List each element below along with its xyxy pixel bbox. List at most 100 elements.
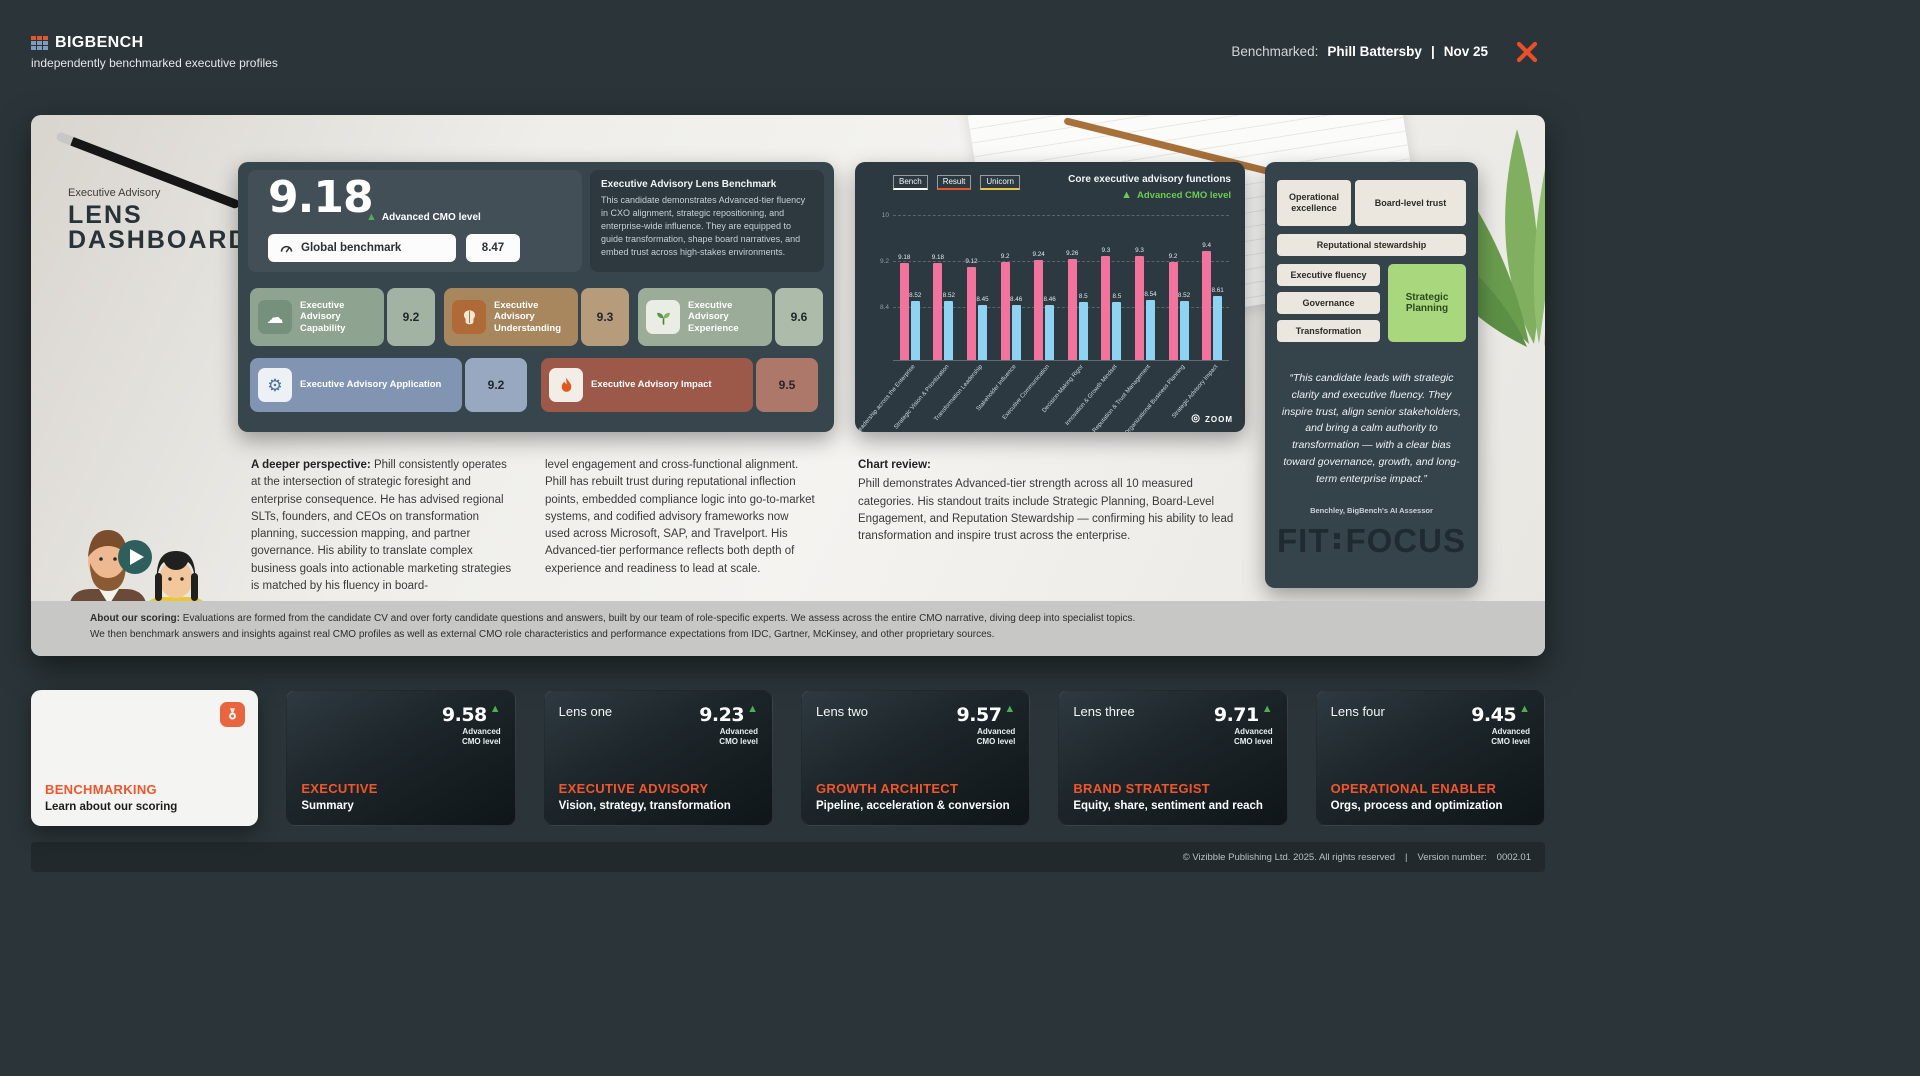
watermark-dots bbox=[1334, 533, 1341, 549]
scoring-note-line2: We then benchmark answers and insights a… bbox=[90, 628, 995, 640]
lens-card-growth-architect[interactable]: Lens two 9.57 ▲ Advanced CMO level GROWT… bbox=[800, 690, 1031, 826]
chart-bar-value: 8.52 bbox=[909, 292, 922, 300]
chart-panel: Bench Result Unicorn Core executive advi… bbox=[855, 162, 1245, 432]
tile-understanding: Executive Advisory Understanding 9.3 bbox=[444, 288, 629, 346]
zoom-button[interactable]: ◎ ZOOM bbox=[1191, 414, 1233, 424]
chart-bar-value: 8.52 bbox=[1177, 292, 1191, 300]
chart-bar-value: 9.4 bbox=[1202, 241, 1212, 249]
chart-bar-group: 9.18 8.52 bbox=[898, 216, 922, 360]
chart-bar-value: 9.18 bbox=[898, 254, 911, 262]
tile-capability: ☁ Executive Advisory Capability 9.2 bbox=[250, 288, 435, 346]
lens-card-executive[interactable]: 9.58 ▲ Advanced CMO level EXECUTIVE Summ… bbox=[286, 690, 516, 826]
tile-score: 9.2 bbox=[387, 288, 435, 346]
perspective-column-2: level engagement and cross-functional al… bbox=[545, 457, 815, 578]
chart-bar-value: 8.54 bbox=[1144, 291, 1157, 299]
tile-experience: Executive Advisory Experience 9.6 bbox=[638, 288, 823, 346]
score-panel: 9.18 ▲ Advanced CMO level Global benchma… bbox=[238, 162, 834, 432]
tile-score: 9.5 bbox=[756, 358, 818, 412]
lens-level: Advanced CMO level bbox=[1491, 727, 1530, 747]
trait-tag: Executive fluency bbox=[1277, 264, 1380, 286]
chart-bar-group: 9.12 8.45 bbox=[965, 216, 989, 360]
card-subtitle: Orgs, process and optimization bbox=[1330, 800, 1503, 812]
card-title: OPERATIONAL ENABLER bbox=[1330, 781, 1497, 796]
lens-card-brand-strategist[interactable]: Lens three 9.71 ▲ Advanced CMO level BRA… bbox=[1058, 690, 1288, 826]
global-benchmark-bar: Global benchmark bbox=[268, 234, 456, 262]
chart-legend: ▲ Advanced CMO level bbox=[1121, 189, 1231, 202]
footer-divider: | bbox=[1405, 851, 1408, 863]
chart-bar-value: 8.52 bbox=[942, 292, 956, 300]
card-title: EXECUTIVE bbox=[301, 781, 378, 796]
chart-bar bbox=[1011, 304, 1021, 360]
lens-dashboard-logo: Executive Advisory LENS DASHBOARD bbox=[68, 187, 249, 253]
chart-bar-group: 9.3 8.54 bbox=[1134, 216, 1157, 360]
chart-bar bbox=[944, 301, 954, 360]
lens-score: 9.23 bbox=[699, 704, 745, 726]
chart-bar bbox=[1145, 300, 1155, 360]
lens-score: 9.57 bbox=[956, 704, 1002, 726]
lens-label: Lens two bbox=[815, 704, 869, 719]
lens-level: Advanced CMO level bbox=[719, 727, 758, 747]
perspective-text-1: Phill consistently operates at the inter… bbox=[251, 459, 512, 592]
chart-review-column: Chart review: Phill demonstrates Advance… bbox=[858, 457, 1238, 545]
chart-bar bbox=[977, 305, 987, 360]
lens-logo-line1: LENS bbox=[68, 201, 143, 229]
chart-bar-value: 8.46 bbox=[1009, 295, 1023, 303]
card-subtitle: Equity, share, sentiment and reach bbox=[1073, 800, 1263, 812]
footer: © Vizibble Publishing Ltd. 2025. All rig… bbox=[31, 842, 1545, 872]
tile-score: 9.3 bbox=[581, 288, 629, 346]
chart-ytick-label: 10 bbox=[881, 212, 889, 219]
card-title: GROWTH ARCHITECT bbox=[815, 781, 959, 796]
global-benchmark-value: 8.47 bbox=[466, 234, 520, 262]
tile-box: Executive Advisory Experience bbox=[638, 288, 772, 346]
chart-plot: 8.4 9.2 10 9.18 8.52 9.18 8.52 9.12 8.45 9.2 8.46 9… bbox=[880, 212, 1229, 361]
chart-ytick-label: 9.2 bbox=[879, 258, 889, 266]
tab-result[interactable]: Result bbox=[936, 175, 972, 190]
tab-bench[interactable]: Bench bbox=[893, 175, 928, 190]
play-button[interactable] bbox=[118, 540, 152, 574]
lens-label: Lens three bbox=[1073, 704, 1135, 719]
brand-block: BIGBENCH independently benchmarked execu… bbox=[31, 34, 278, 70]
chart-bar bbox=[1202, 250, 1212, 360]
tab-unicorn[interactable]: Unicorn bbox=[980, 175, 1020, 190]
summary-text: This candidate demonstrates Advanced-tie… bbox=[601, 195, 806, 258]
chart-bar-group: 9.3 8.5 bbox=[1101, 216, 1122, 360]
up-triangle-icon: ▲ bbox=[1261, 703, 1273, 715]
lens-score: 9.45 bbox=[1471, 704, 1517, 726]
tile-box: Executive Advisory Understanding bbox=[444, 288, 578, 346]
lens-label: Lens four bbox=[1330, 704, 1385, 719]
perspective-text-2: level engagement and cross-functional al… bbox=[545, 459, 815, 575]
global-benchmark-label: Global benchmark bbox=[301, 242, 402, 254]
card-subtitle: Summary bbox=[301, 800, 354, 812]
benchmarking-card[interactable]: BENCHMARKING Learn about our scoring bbox=[31, 690, 259, 826]
zoom-icon: ◎ bbox=[1191, 413, 1201, 424]
chart-bar bbox=[966, 266, 976, 360]
scoring-note-title: About our scoring: bbox=[90, 613, 180, 624]
card-subtitle: Learn about our scoring bbox=[45, 801, 178, 813]
footer-version-label: Version number: bbox=[1417, 851, 1487, 863]
benchmarked-info: Benchmarked: Phill Battersby | Nov 25 bbox=[1231, 44, 1488, 59]
chart-bar bbox=[1112, 302, 1122, 360]
lens-card-executive-advisory[interactable]: Lens one 9.23 ▲ Advanced CMO level EXECU… bbox=[543, 690, 773, 826]
tile-label: Executive Advisory Understanding bbox=[494, 299, 562, 334]
quote-attribution: Benchley, BigBench's AI Assessor bbox=[1310, 506, 1433, 515]
chart-bar bbox=[1134, 256, 1144, 360]
chart-tabs: Bench Result Unicorn bbox=[893, 175, 1020, 190]
tile-box: ⚙ Executive Advisory Application bbox=[250, 358, 462, 412]
tile-impact: Executive Advisory Impact 9.5 bbox=[541, 358, 818, 412]
chart-bar bbox=[1078, 302, 1088, 360]
gear-icon: ⚙ bbox=[258, 368, 292, 402]
lens-card-operational-enabler[interactable]: Lens four 9.45 ▲ Advanced CMO level OPER… bbox=[1315, 690, 1545, 826]
tile-label: Executive Advisory Impact bbox=[591, 379, 712, 391]
close-icon[interactable] bbox=[1515, 40, 1539, 64]
flame-icon bbox=[549, 368, 583, 402]
chart-bar-group: 9.18 8.52 bbox=[932, 216, 956, 360]
card-subtitle: Pipeline, acceleration & conversion bbox=[815, 800, 1010, 812]
trait-tag: Board-level trust bbox=[1355, 180, 1466, 226]
summary-title: Executive Advisory Lens Benchmark bbox=[601, 179, 777, 190]
chart-ytick-label: 8.4 bbox=[879, 304, 889, 312]
chart-bar bbox=[1067, 258, 1077, 360]
footer-copyright: © Vizibble Publishing Ltd. 2025. All rig… bbox=[1182, 851, 1395, 863]
up-triangle-icon: ▲ bbox=[1121, 189, 1133, 201]
chart-bar-value: 9.2 bbox=[1168, 253, 1178, 261]
chart-bar bbox=[1179, 301, 1189, 360]
